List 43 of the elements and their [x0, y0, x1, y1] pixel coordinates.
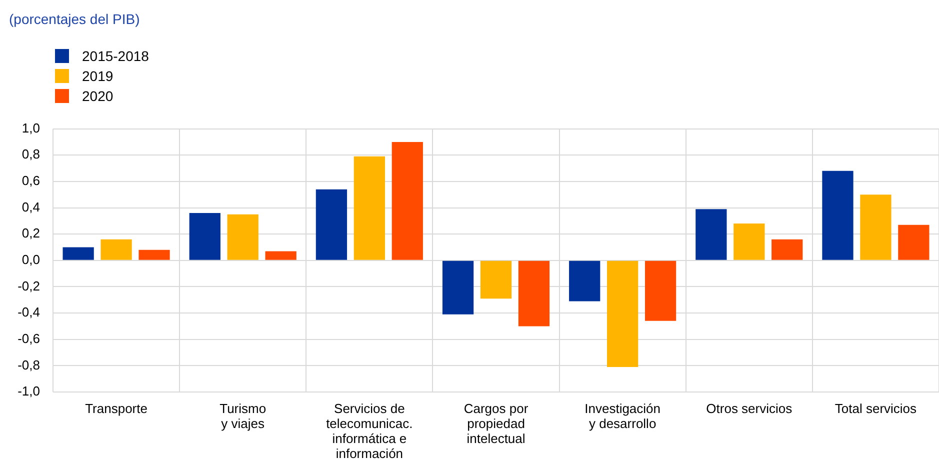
- y-tick-label: -0,8: [18, 357, 40, 372]
- legend-label: 2019: [82, 68, 114, 84]
- y-tick-label: -0,6: [18, 330, 40, 346]
- bar: [734, 224, 765, 260]
- bar: [62, 247, 94, 260]
- bar: [772, 239, 803, 260]
- x-tick-label: Cargos por propiedad intelectual: [464, 401, 529, 446]
- y-tick-label: 0,0: [22, 252, 40, 267]
- bar: [822, 170, 854, 260]
- bar: [898, 224, 930, 260]
- x-tick-label: Total servicios: [834, 401, 918, 416]
- bar: [100, 239, 132, 260]
- x-tick-label: Servicios de telecomunicac. informática e información: [326, 401, 413, 461]
- bar: [480, 260, 512, 299]
- legend-label: 2015-2018: [82, 48, 149, 64]
- bar: [644, 260, 676, 321]
- bar: [189, 213, 220, 260]
- y-tick-label: 0,4: [22, 199, 40, 214]
- y-tick-label: -0,2: [18, 278, 40, 294]
- y-tick-label: 0,8: [22, 146, 40, 162]
- x-tick-label: Turismo y viajes: [220, 401, 266, 432]
- y-tick-label: 0,2: [22, 226, 40, 241]
- bar: [860, 194, 892, 260]
- legend-label: 2020: [82, 88, 114, 104]
- bar: [696, 209, 727, 260]
- y-tick-label: 0,6: [22, 173, 40, 188]
- chart-title: (porcentajes del PIB): [9, 11, 140, 27]
- bar: [607, 260, 638, 367]
- bar: [518, 260, 550, 326]
- x-tick-label: Transporte: [85, 401, 148, 416]
- bar: [138, 250, 170, 260]
- y-tick-label: -0,4: [18, 304, 40, 320]
- bar: [265, 251, 296, 260]
- y-tick-label: -1,0: [18, 384, 40, 399]
- bar: [569, 260, 600, 302]
- x-tick-label: Investigación y desarrollo: [584, 401, 661, 432]
- bar: [354, 156, 385, 260]
- y-tick-label: 1,0: [22, 120, 40, 136]
- bar: [316, 189, 348, 260]
- bar: [227, 214, 258, 260]
- bar: [392, 142, 423, 260]
- bar: [442, 260, 474, 314]
- x-tick-label: Otros servicios: [706, 401, 793, 416]
